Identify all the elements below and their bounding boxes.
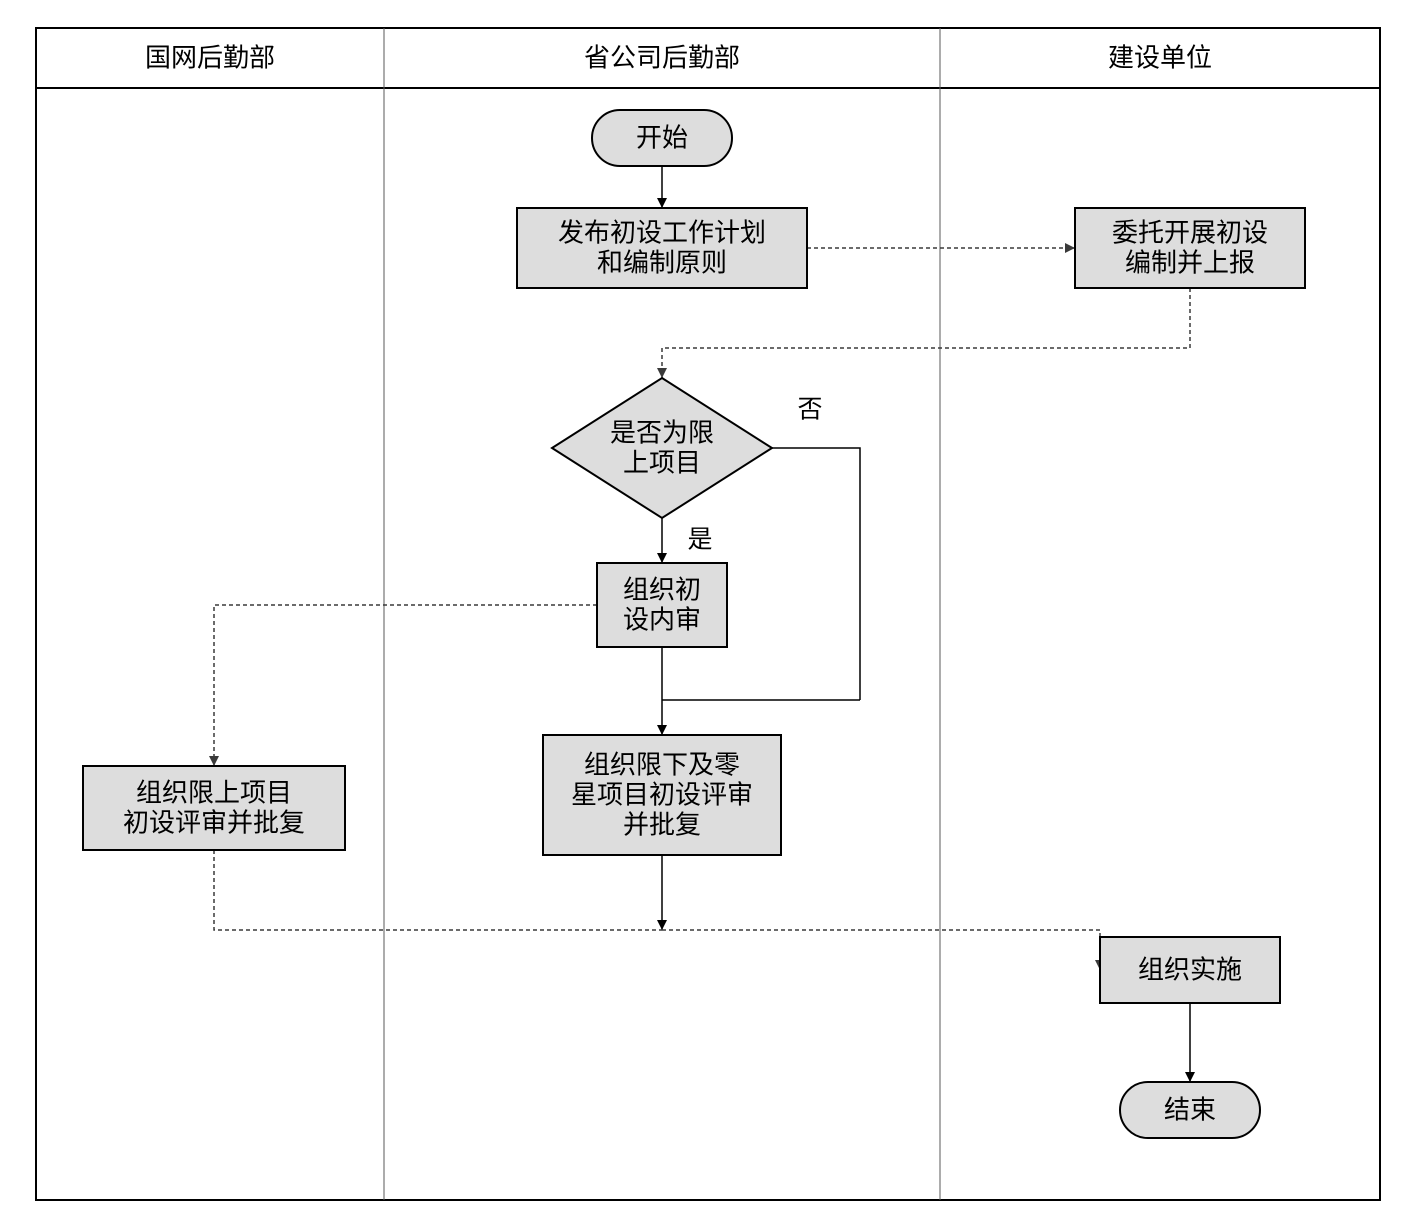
lane-header-lane1: 国网后勤部 (145, 44, 275, 73)
node-n5-line1: 初设评审并批复 (123, 809, 305, 838)
lane-header-lane2: 省公司后勤部 (584, 44, 740, 73)
edge-label-e_dec_n3_yes: 是 (687, 527, 712, 554)
node-n2-line1: 编制并上报 (1125, 249, 1255, 278)
node-n4: 组织限下及零星项目初设评审并批复 (543, 735, 781, 855)
node-n1-line0: 发布初设工作计划 (558, 219, 766, 248)
node-n3-line1: 设内审 (623, 606, 701, 635)
node-n2-line0: 委托开展初设 (1112, 219, 1268, 248)
node-end-line0: 结束 (1164, 1096, 1216, 1125)
edge-e_n5_merge (214, 850, 662, 930)
node-n5-line0: 组织限上项目 (136, 779, 292, 808)
node-n2: 委托开展初设编制并上报 (1075, 208, 1305, 288)
node-n3: 组织初设内审 (597, 563, 727, 647)
node-n4-line1: 星项目初设评审 (571, 781, 753, 810)
node-n6-line0: 组织实施 (1138, 956, 1242, 985)
node-dec: 是否为限上项目 (552, 378, 772, 518)
node-dec-line0: 是否为限 (610, 419, 714, 448)
edge-e_n3_n4 (662, 647, 860, 735)
node-start-line0: 开始 (636, 124, 688, 153)
node-start: 开始 (592, 110, 732, 166)
edge-label-e_dec_no_merge: 否 (797, 397, 822, 424)
lane-header-lane3: 建设单位 (1108, 44, 1212, 73)
node-n1: 发布初设工作计划和编制原则 (517, 208, 807, 288)
node-end: 结束 (1120, 1082, 1260, 1138)
edge-e_n2_dec (662, 288, 1190, 378)
node-n4-line2: 并批复 (623, 811, 701, 840)
node-n1-line1: 和编制原则 (597, 249, 727, 278)
node-n4-line0: 组织限下及零 (584, 751, 740, 780)
node-n5: 组织限上项目初设评审并批复 (83, 766, 345, 850)
edge-e_dec_no_merge (772, 448, 860, 700)
node-n6: 组织实施 (1100, 937, 1280, 1003)
edge-e_merge_n6 (662, 930, 1100, 970)
node-dec-line1: 上项目 (623, 449, 701, 478)
node-n3-line0: 组织初 (623, 576, 701, 605)
edge-e_n3_n5 (214, 605, 597, 766)
